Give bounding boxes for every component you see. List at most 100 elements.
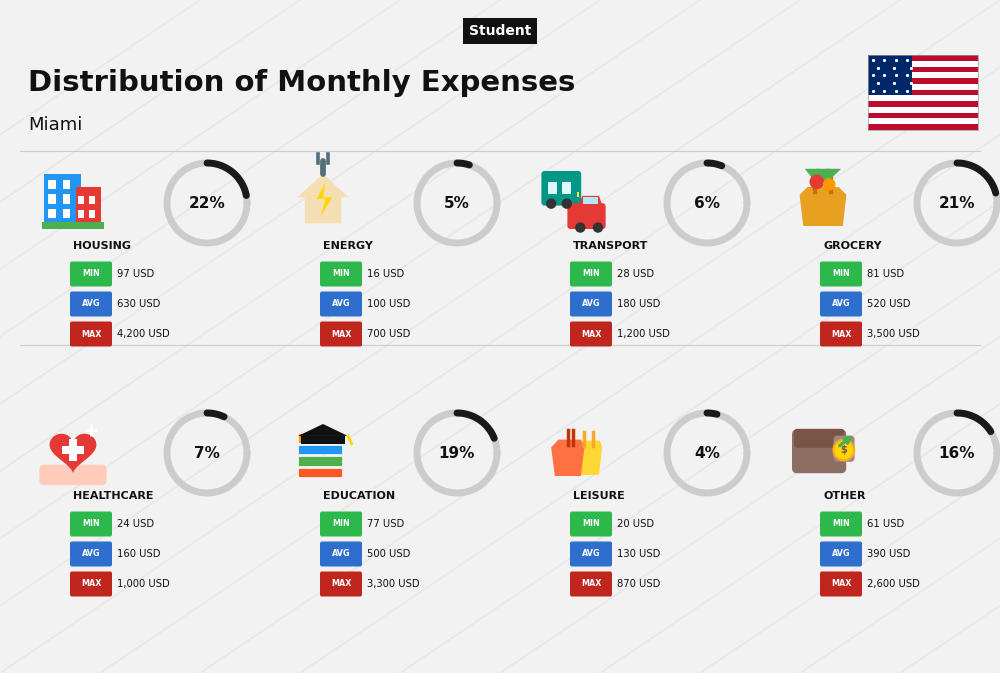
Text: AVG: AVG [82, 299, 100, 308]
Text: 6%: 6% [694, 195, 720, 211]
Text: 77 USD: 77 USD [367, 519, 404, 529]
Polygon shape [805, 169, 820, 188]
Bar [868, 61, 978, 67]
Text: 130 USD: 130 USD [617, 549, 660, 559]
Text: MIN: MIN [332, 520, 350, 528]
Text: 5%: 5% [444, 195, 470, 211]
Polygon shape [573, 441, 602, 475]
Bar [89, 196, 95, 204]
Text: 21%: 21% [939, 195, 975, 211]
Text: MIN: MIN [582, 520, 600, 528]
FancyBboxPatch shape [570, 262, 612, 287]
FancyBboxPatch shape [320, 322, 362, 347]
Circle shape [593, 222, 603, 233]
Text: MAX: MAX [81, 579, 101, 588]
Text: 160 USD: 160 USD [117, 549, 160, 559]
FancyBboxPatch shape [320, 571, 362, 596]
FancyBboxPatch shape [820, 262, 862, 287]
Circle shape [562, 199, 572, 209]
Text: MIN: MIN [332, 269, 350, 279]
FancyBboxPatch shape [298, 456, 342, 466]
FancyBboxPatch shape [320, 542, 362, 567]
Text: MIN: MIN [82, 269, 100, 279]
Bar [868, 55, 978, 130]
Text: MAX: MAX [831, 579, 851, 588]
Text: 630 USD: 630 USD [117, 299, 160, 309]
Text: MAX: MAX [581, 330, 601, 339]
Text: 16%: 16% [939, 446, 975, 460]
Text: MIN: MIN [82, 520, 100, 528]
FancyBboxPatch shape [820, 571, 862, 596]
Bar [868, 67, 978, 72]
Text: 180 USD: 180 USD [617, 299, 660, 309]
Bar [868, 55, 978, 61]
Bar [868, 55, 912, 96]
Bar [562, 182, 571, 194]
FancyBboxPatch shape [320, 262, 362, 287]
Text: MAX: MAX [331, 330, 351, 339]
FancyBboxPatch shape [820, 291, 862, 316]
Text: 520 USD: 520 USD [867, 299, 911, 309]
FancyBboxPatch shape [820, 511, 862, 536]
Bar [48, 209, 56, 218]
FancyBboxPatch shape [792, 429, 846, 473]
FancyBboxPatch shape [70, 322, 112, 347]
Text: 20 USD: 20 USD [617, 519, 654, 529]
Bar [48, 194, 56, 204]
Bar [62, 446, 84, 454]
Text: 22%: 22% [189, 195, 225, 211]
Text: 81 USD: 81 USD [867, 269, 904, 279]
Bar [69, 439, 77, 462]
Text: ENERGY: ENERGY [323, 241, 373, 251]
FancyBboxPatch shape [70, 542, 112, 567]
Bar [583, 197, 598, 204]
Text: AVG: AVG [832, 549, 850, 559]
Text: EDUCATION: EDUCATION [323, 491, 395, 501]
Text: 19%: 19% [439, 446, 475, 460]
Circle shape [546, 199, 556, 209]
Text: 100 USD: 100 USD [367, 299, 410, 309]
Bar [78, 196, 84, 204]
Bar [868, 125, 978, 130]
Circle shape [575, 222, 585, 233]
Polygon shape [578, 196, 603, 206]
Text: OTHER: OTHER [823, 491, 866, 501]
Text: 500 USD: 500 USD [367, 549, 410, 559]
Bar [44, 174, 81, 226]
FancyBboxPatch shape [320, 291, 362, 316]
Bar [76, 187, 101, 226]
Text: 28 USD: 28 USD [617, 269, 654, 279]
Text: 61 USD: 61 USD [867, 519, 904, 529]
FancyBboxPatch shape [70, 571, 112, 596]
Text: 4%: 4% [694, 446, 720, 460]
Bar [868, 101, 978, 107]
Text: TRANSPORT: TRANSPORT [573, 241, 648, 251]
Text: 700 USD: 700 USD [367, 329, 410, 339]
Bar [63, 209, 70, 218]
Text: AVG: AVG [582, 299, 600, 308]
Text: 1,000 USD: 1,000 USD [117, 579, 170, 589]
Text: 4,200 USD: 4,200 USD [117, 329, 170, 339]
Text: AVG: AVG [832, 299, 850, 308]
FancyBboxPatch shape [70, 511, 112, 536]
Polygon shape [297, 174, 349, 223]
Text: Student: Student [469, 24, 531, 38]
Bar [868, 78, 978, 84]
Circle shape [833, 439, 854, 460]
Bar [548, 182, 557, 194]
FancyBboxPatch shape [570, 542, 612, 567]
Bar [868, 107, 978, 112]
Bar [868, 112, 978, 118]
Text: 97 USD: 97 USD [117, 269, 154, 279]
Text: HOUSING: HOUSING [73, 241, 131, 251]
Polygon shape [820, 169, 841, 188]
Bar [868, 84, 978, 90]
Bar [63, 180, 70, 189]
Text: Miami: Miami [28, 116, 82, 134]
Text: MIN: MIN [582, 269, 600, 279]
Polygon shape [815, 169, 831, 188]
Text: GROCERY: GROCERY [823, 241, 882, 251]
Bar [48, 180, 56, 189]
Text: 390 USD: 390 USD [867, 549, 910, 559]
Text: 16 USD: 16 USD [367, 269, 404, 279]
